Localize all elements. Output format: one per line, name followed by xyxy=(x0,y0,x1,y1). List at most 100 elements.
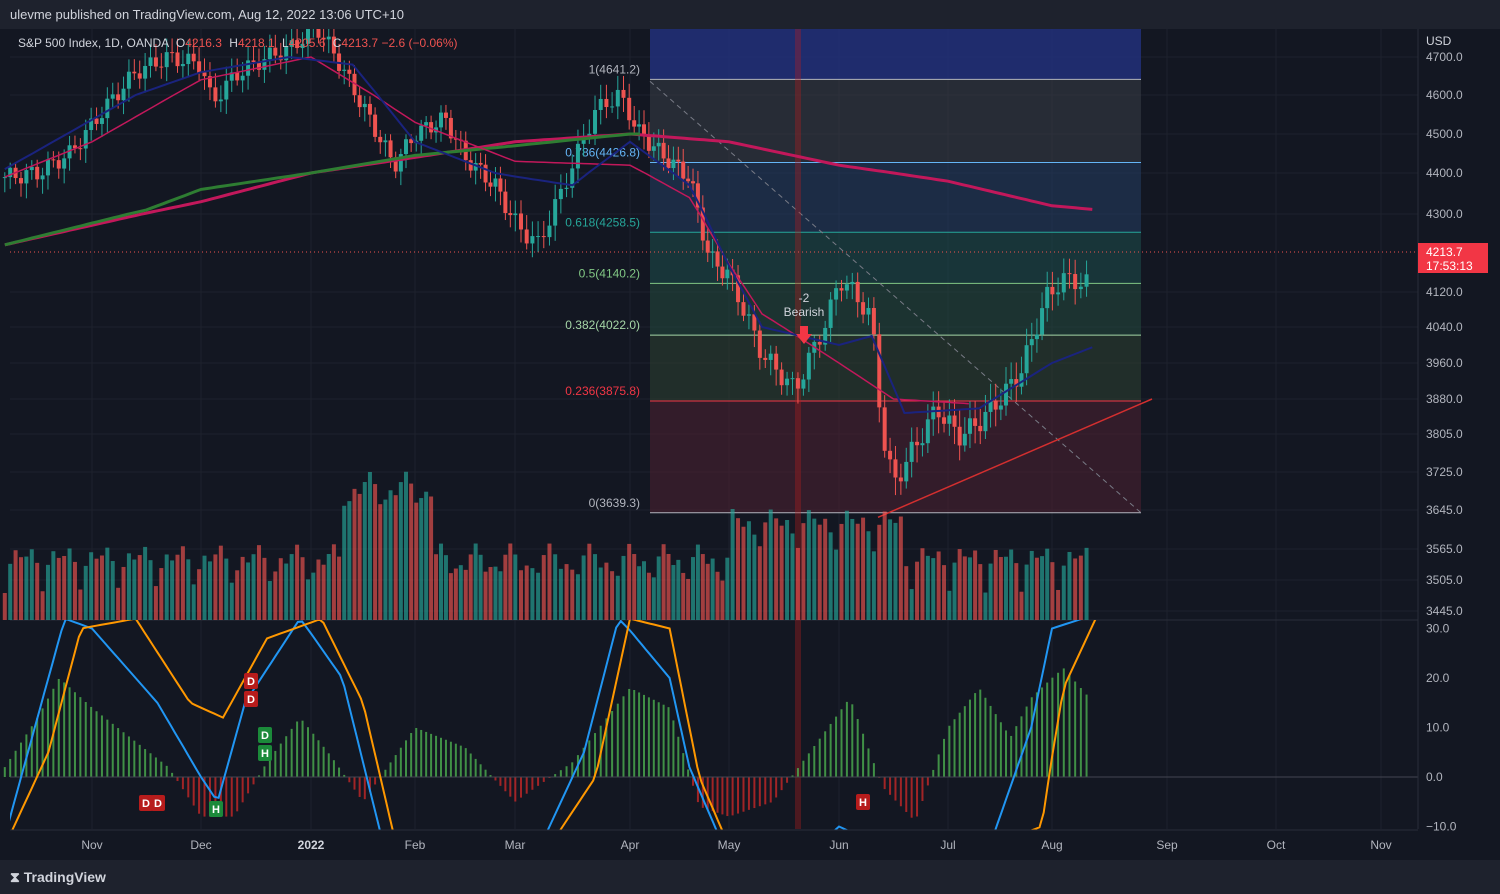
histogram-bar xyxy=(1030,697,1033,777)
volume-bar xyxy=(409,483,414,620)
histogram-bar xyxy=(464,748,467,777)
candle-body xyxy=(191,53,196,62)
candle-body xyxy=(581,138,586,144)
volume-bar xyxy=(202,555,207,620)
volume-bar xyxy=(29,549,34,620)
histogram-bar xyxy=(219,777,222,817)
volume-bar xyxy=(637,566,642,620)
histogram-bar xyxy=(57,678,60,777)
volume-bar xyxy=(978,564,983,620)
volume-bar xyxy=(725,557,730,620)
support-trendline xyxy=(877,398,1153,519)
volume-bar xyxy=(1061,565,1066,620)
volume-bar xyxy=(240,556,245,620)
histogram-bar xyxy=(247,777,250,794)
histogram-bar xyxy=(1074,681,1077,777)
histogram-bar xyxy=(241,777,244,803)
histogram-bar xyxy=(425,731,428,777)
histogram-bar xyxy=(1020,716,1023,777)
volume-bar xyxy=(925,555,930,620)
volume-bar xyxy=(855,523,860,620)
histogram-bar xyxy=(389,762,392,777)
histogram-bar xyxy=(813,746,816,777)
volume-bar xyxy=(362,482,367,620)
badge-d: D xyxy=(154,798,162,810)
volume-bar xyxy=(730,509,735,620)
histogram-bar xyxy=(910,777,913,818)
candle-body xyxy=(202,72,207,77)
candle-body xyxy=(553,199,558,226)
histogram-bar xyxy=(706,777,709,810)
candle-body xyxy=(218,99,223,102)
candle-body xyxy=(132,71,137,74)
high-label: H xyxy=(229,36,238,50)
histogram-bar xyxy=(327,753,330,777)
histogram-bar xyxy=(796,768,799,777)
candle-body xyxy=(541,236,546,238)
tradingview-logo[interactable]: ⧗ TradingView xyxy=(10,869,106,886)
volume-bar xyxy=(289,554,294,620)
volume-bar xyxy=(110,561,115,620)
fib-label: 0.5(4140.2) xyxy=(579,266,640,280)
candle-body xyxy=(570,168,575,188)
volume-bar xyxy=(581,555,586,620)
ma-200-line xyxy=(4,132,1093,247)
ma-200-green-line xyxy=(4,132,640,247)
histogram-bar xyxy=(420,729,423,777)
histogram-bar xyxy=(807,753,810,777)
candle-body xyxy=(936,406,941,418)
histogram-bar xyxy=(117,728,120,777)
candle-body xyxy=(925,419,930,444)
volume-bar xyxy=(463,569,468,620)
volume-bar xyxy=(337,556,342,620)
candle-body xyxy=(741,302,746,316)
volume-bar xyxy=(779,525,784,620)
candle-body xyxy=(834,288,839,300)
price-chart[interactable]: 1(4641.2)0.786(4426.8)0.618(4258.5)0.5(4… xyxy=(0,29,1500,860)
histogram-bar xyxy=(764,777,767,805)
candle-body xyxy=(483,164,488,183)
histogram-bar xyxy=(682,753,685,777)
histogram-bar xyxy=(30,726,33,777)
volume-bar xyxy=(952,562,957,620)
volume-bar xyxy=(627,543,632,620)
histogram-bar xyxy=(883,777,886,790)
volume-bar xyxy=(311,572,316,620)
volume-bar xyxy=(920,548,925,620)
histogram-bar xyxy=(721,777,724,815)
histogram-bar xyxy=(905,777,908,812)
histogram-bar xyxy=(582,747,585,777)
price-tick-label: 4700.0 xyxy=(1426,50,1463,64)
volume-bar xyxy=(503,554,508,620)
volume-bar xyxy=(116,587,121,620)
histogram-bar xyxy=(332,760,335,777)
volume-bar xyxy=(40,591,45,620)
candle-body xyxy=(871,307,876,335)
candle-body xyxy=(207,76,212,88)
candle-body xyxy=(224,80,229,100)
volume-bar xyxy=(256,545,261,620)
publish-text: ulevme published on TradingView.com, Aug… xyxy=(10,7,404,22)
volume-bar xyxy=(983,592,988,620)
candle-body xyxy=(429,122,434,133)
signal-text: Bearish xyxy=(784,305,825,319)
oscillator-tick-label: 10.0 xyxy=(1426,721,1450,735)
candle-body xyxy=(681,161,686,179)
histogram-bar xyxy=(494,777,497,781)
histogram-bar xyxy=(509,777,512,797)
candle-body xyxy=(137,73,142,79)
histogram-bar xyxy=(531,777,534,790)
candle-body xyxy=(530,236,535,244)
histogram-bar xyxy=(63,682,66,777)
histogram-bar xyxy=(95,711,98,777)
histogram-bar xyxy=(872,763,875,777)
candle-body xyxy=(915,441,920,446)
candle-body xyxy=(604,98,609,108)
badge-d-box xyxy=(151,795,165,811)
volume-bar xyxy=(352,488,357,620)
candle-body xyxy=(409,139,414,144)
histogram-bar xyxy=(565,766,568,777)
volume-bar xyxy=(67,548,72,620)
volume-bar xyxy=(839,523,844,620)
price-tick-label: 3645.0 xyxy=(1426,503,1463,517)
